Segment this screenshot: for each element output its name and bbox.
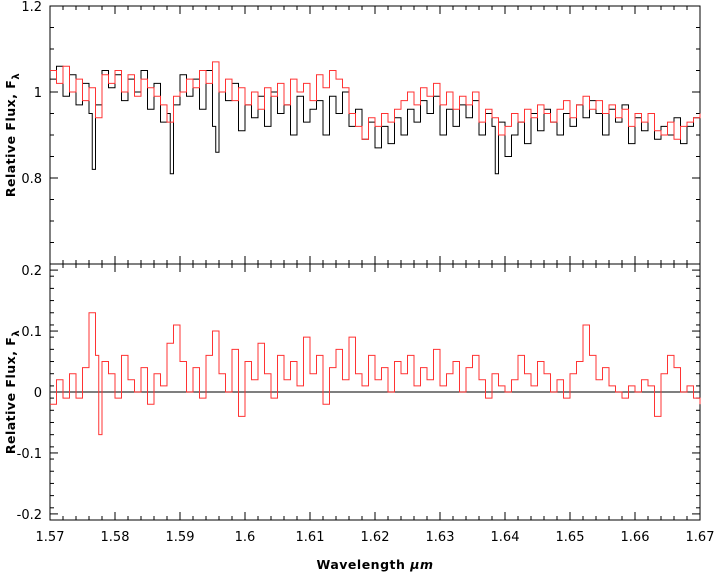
x-tick-label: 1.6 (235, 530, 256, 545)
y-tick-label: -0.1 (17, 447, 42, 462)
x-tick-label: 1.63 (426, 530, 455, 545)
x-tick-label: 1.58 (101, 530, 130, 545)
y-tick-label: 0.1 (21, 325, 42, 340)
x-tick-label: 1.59 (166, 530, 195, 545)
bottom-panel: -0.2 -0.1 0 0.1 0.2 1.57 1.58 1.59 1.6 1.61 1.62 1.… (3, 263, 714, 572)
y-axis-title: Relative Flux, Fλ (3, 73, 22, 198)
y-tick-label: 0.2 (21, 264, 42, 279)
x-tick-label: 1.62 (361, 530, 390, 545)
y-tick-label: -0.2 (17, 508, 42, 523)
bottom-series-0 (50, 312, 701, 436)
x-axis-title: Wavelength μm (317, 557, 434, 572)
x-tick-label: 1.67 (686, 530, 714, 545)
y-tick-label: 0.8 (21, 172, 42, 187)
x-tick-label: 1.64 (491, 530, 520, 545)
y-tick-label: 1 (34, 86, 42, 101)
x-tick-label: 1.57 (36, 530, 65, 545)
y-tick-label: 1.2 (21, 0, 42, 15)
top-series-1 (50, 61, 701, 140)
x-tick-label: 1.65 (556, 530, 585, 545)
y-axis-title: Relative Flux, Fλ (3, 330, 22, 455)
x-tick-label: 1.66 (621, 530, 650, 545)
top-panel: 0.8 1 1.2 Relative Flux, Fλ (3, 0, 701, 265)
x-tick-label: 1.61 (296, 530, 325, 545)
y-tick-label: 0 (34, 386, 42, 401)
